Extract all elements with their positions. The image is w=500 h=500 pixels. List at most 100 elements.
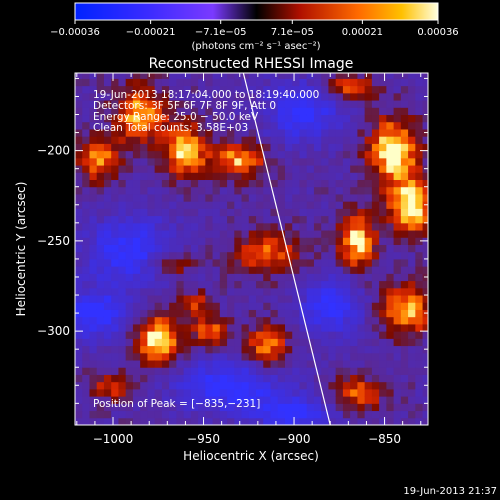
heatmap-cell: [263, 128, 272, 137]
heatmap-cell: [422, 251, 428, 260]
heatmap-cell: [234, 107, 243, 116]
heatmap-cell: [154, 179, 163, 188]
heatmap-cell: [147, 331, 156, 339]
heatmap-cell: [161, 374, 170, 383]
heatmap-cell: [364, 150, 373, 159]
heatmap-cell: [190, 331, 199, 339]
heatmap-cell: [342, 157, 351, 166]
heatmap-cell: [132, 143, 141, 152]
heatmap-cell: [183, 222, 192, 231]
heatmap-cell: [248, 417, 257, 425]
heatmap-cell: [75, 85, 83, 94]
heatmap-cell: [212, 150, 221, 159]
heatmap-cell: [82, 273, 90, 282]
heatmap-cell: [75, 136, 83, 144]
heatmap-cell: [89, 388, 98, 397]
heatmap-cell: [82, 323, 90, 332]
heatmap-cell: [321, 273, 329, 282]
heatmap-cell: [111, 222, 119, 231]
heatmap-cell: [292, 388, 300, 397]
heatmap-cell: [96, 287, 105, 296]
heatmap-cell: [292, 244, 300, 253]
heatmap-cell: [241, 222, 250, 231]
heatmap-cell: [219, 136, 228, 144]
heatmap-cell: [422, 295, 428, 303]
heatmap-cell: [248, 244, 257, 253]
heatmap-cell: [313, 352, 322, 361]
heatmap-cell: [161, 100, 170, 108]
heatmap-cell: [147, 165, 156, 173]
heatmap-cell: [256, 266, 264, 274]
colorbar-tick-label: 0.00021: [342, 27, 383, 38]
heatmap-cell: [176, 237, 185, 245]
heatmap-cell: [342, 403, 351, 412]
heatmap-cell: [140, 179, 148, 188]
heatmap-cell: [89, 230, 98, 238]
heatmap-cell: [227, 251, 235, 260]
heatmap-cell: [364, 302, 373, 310]
heatmap-cell: [277, 73, 286, 79]
heatmap-cell: [234, 323, 243, 332]
heatmap-cell: [357, 215, 366, 224]
heatmap-cell: [190, 193, 199, 202]
heatmap-cell: [335, 85, 344, 94]
heatmap-cell: [198, 179, 206, 188]
heatmap-cell: [422, 352, 428, 361]
heatmap-cell: [118, 136, 127, 144]
heatmap-cell: [364, 208, 373, 217]
heatmap-cell: [371, 396, 380, 404]
heatmap-cell: [328, 251, 337, 260]
heatmap-cell: [89, 295, 98, 303]
heatmap-cell: [205, 251, 214, 260]
heatmap-cell: [313, 143, 322, 152]
heatmap-cell: [393, 258, 402, 267]
heatmap-cell: [125, 396, 134, 404]
heatmap-cell: [205, 403, 214, 412]
heatmap-cell: [321, 193, 329, 202]
heatmap-cell: [147, 215, 156, 224]
heatmap-cell: [408, 302, 416, 310]
heatmap-cell: [415, 280, 424, 289]
heatmap-cell: [147, 193, 156, 202]
heatmap-cell: [89, 128, 98, 137]
heatmap-cell: [371, 360, 380, 368]
heatmap-cell: [270, 266, 279, 274]
heatmap-cell: [379, 237, 387, 245]
heatmap-cell: [169, 381, 177, 390]
heatmap-cell: [270, 136, 279, 144]
heatmap-cell: [227, 410, 235, 419]
heatmap-cell: [227, 287, 235, 296]
heatmap-cell: [335, 309, 344, 318]
heatmap-cell: [118, 374, 127, 383]
heatmap-cell: [342, 302, 351, 310]
heatmap-cell: [371, 367, 380, 375]
heatmap-cell: [408, 78, 416, 87]
heatmap-cell: [400, 222, 409, 231]
heatmap-cell: [386, 295, 395, 303]
heatmap-cell: [379, 128, 387, 137]
heatmap-cell: [248, 208, 257, 217]
heatmap-cell: [371, 323, 380, 332]
heatmap-cell: [103, 280, 112, 289]
heatmap-cell: [263, 258, 272, 267]
heatmap-cell: [328, 258, 337, 267]
heatmap-cell: [342, 100, 351, 108]
heatmap-cell: [140, 121, 148, 130]
heatmap-cell: [379, 266, 387, 274]
heatmap-cell: [198, 222, 206, 231]
heatmap-cell: [270, 222, 279, 231]
heatmap-cell: [335, 230, 344, 238]
heatmap-cell: [75, 417, 83, 425]
heatmap-cell: [219, 172, 228, 181]
heatmap-cell: [350, 107, 358, 116]
heatmap-cell: [386, 230, 395, 238]
heatmap-cell: [125, 258, 134, 267]
heatmap-cell: [198, 230, 206, 238]
heatmap-cell: [103, 128, 112, 137]
heatmap-cell: [75, 323, 83, 332]
heatmap-cell: [212, 193, 221, 202]
heatmap-cell: [212, 78, 221, 87]
heatmap-cell: [176, 345, 185, 354]
heatmap-cell: [205, 201, 214, 209]
